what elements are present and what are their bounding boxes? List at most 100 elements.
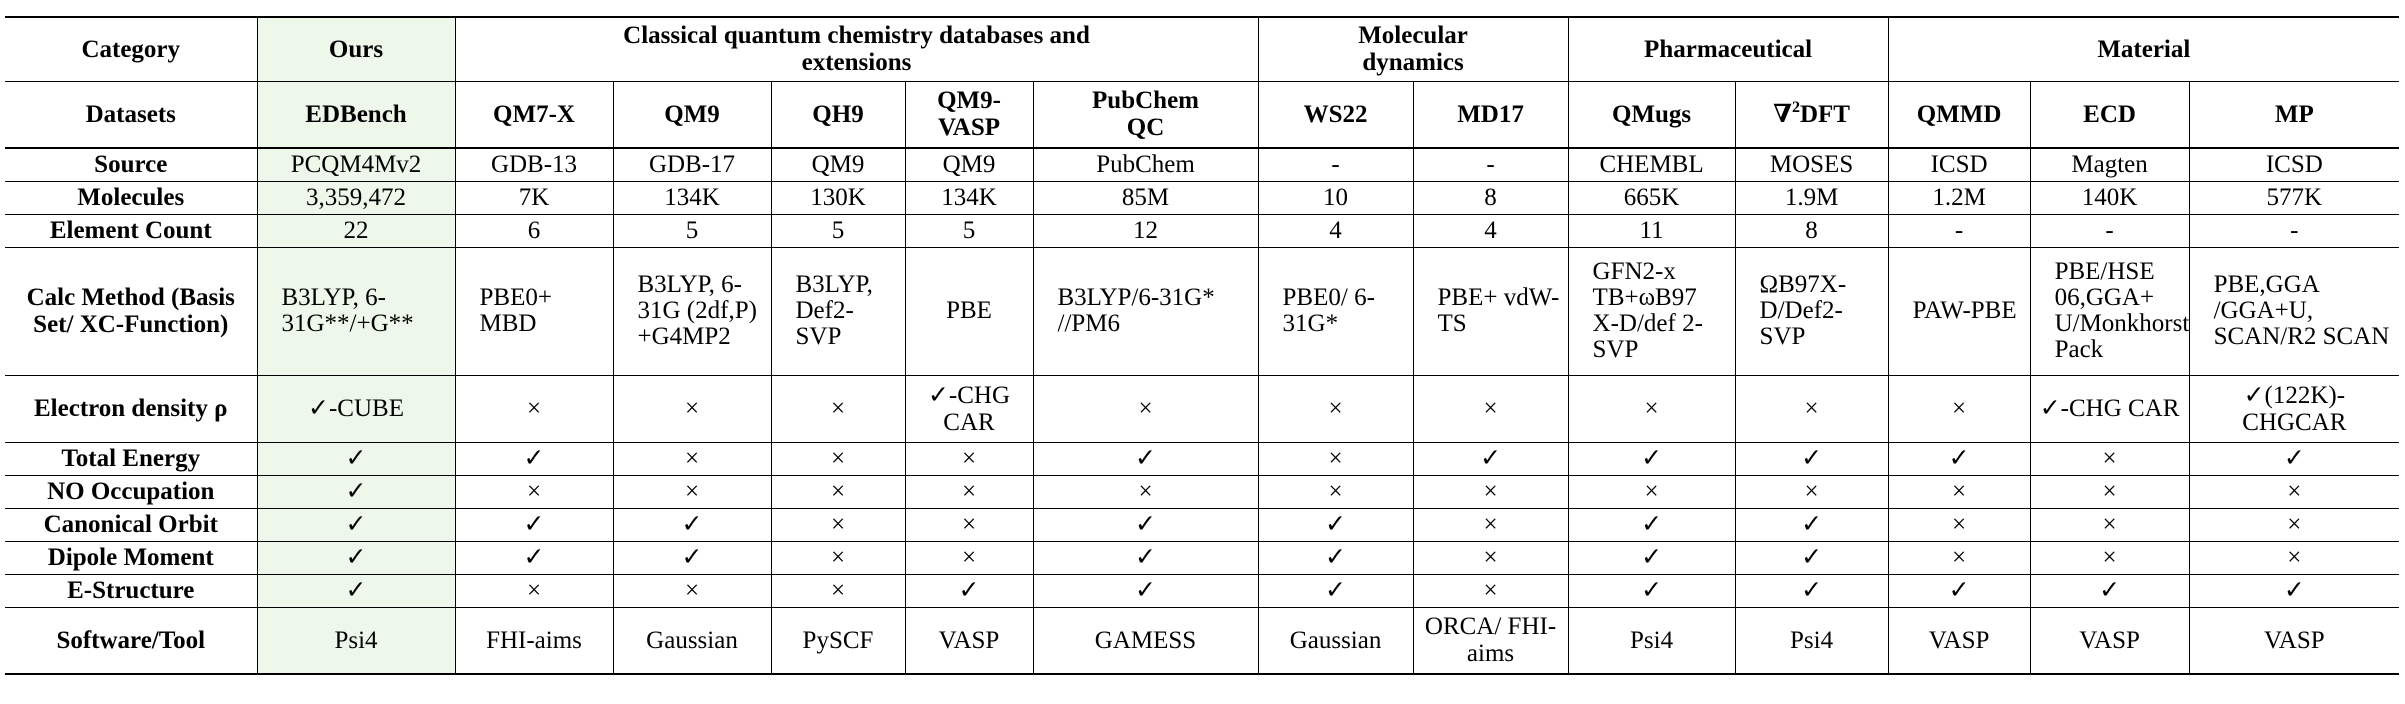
table-cell: ✓ — [1567, 441, 1736, 476]
table-cell: 1.9M — [1734, 180, 1889, 215]
table-cell: × — [1032, 474, 1259, 509]
group-header-row: Category Ours Classical quantum chemistr… — [5, 16, 2400, 82]
table-cell: 134K — [612, 180, 772, 215]
table-cell: ✓ — [1032, 441, 1259, 476]
table-cell: × — [770, 474, 906, 509]
dataset-name: QM9 — [612, 80, 772, 149]
dataset-name: EDBench — [256, 80, 456, 149]
table-cell: ✓ — [1412, 441, 1569, 476]
table-cell: × — [1257, 374, 1414, 443]
table-cell: × — [1567, 374, 1736, 443]
table-cell: × — [1412, 507, 1569, 542]
table-cell: ✓ — [1734, 573, 1889, 608]
table-cell: × — [1734, 474, 1889, 509]
table-cell: PBE+ vdW-TS — [1412, 246, 1569, 376]
table-cell: B3LYP, 6-31G**/+G** — [256, 246, 456, 376]
table-cell: VASP — [2029, 606, 2190, 675]
table-cell: 130K — [770, 180, 906, 215]
table-cell: Gaussian — [1257, 606, 1414, 675]
dataset-name: QM9-VASP — [904, 80, 1034, 149]
row-label: Dipole Moment — [5, 540, 258, 575]
table-cell: × — [1734, 374, 1889, 443]
table-cell: 8 — [1412, 180, 1569, 215]
total-energy-row: Total Energy ✓ ✓ × × × ✓ × ✓ ✓ ✓ ✓ × ✓ — [5, 441, 2400, 476]
table-cell: × — [2188, 540, 2400, 575]
table-cell: × — [2188, 474, 2400, 509]
material-group-header: Material — [1887, 16, 2400, 82]
table-cell: × — [904, 507, 1034, 542]
table-cell: ✓ — [2188, 441, 2400, 476]
table-cell: ✓ — [2188, 573, 2400, 608]
dataset-name: QM7-X — [454, 80, 614, 149]
table-cell: × — [612, 474, 772, 509]
molecules-row: Molecules 3,359,472 7K 134K 130K 134K 85M 10 8 66… — [5, 180, 2400, 215]
table-cell: 5 — [612, 213, 772, 248]
table-cell: VASP — [2188, 606, 2400, 675]
table-cell: ✓-CUBE — [256, 374, 456, 443]
table-cell: ✓ — [1734, 540, 1889, 575]
dataset-name: MD17 — [1412, 80, 1569, 149]
table-cell: 7K — [454, 180, 614, 215]
table-cell: ICSD — [1887, 147, 2031, 182]
table-cell: ✓ — [256, 540, 456, 575]
ours-group-header: Ours — [256, 16, 456, 82]
datasets-header-row: Datasets EDBench QM7-X QM9 QH9 QM9-VASP … — [5, 80, 2400, 149]
software-tool-row: Software/Tool Psi4 FHI-aims Gaussian PySCF VA… — [5, 606, 2400, 675]
table-cell: ✓ — [454, 507, 614, 542]
dataset-name: QH9 — [770, 80, 906, 149]
table-cell: FHI-aims — [454, 606, 614, 675]
table-cell: ✓ — [1257, 573, 1414, 608]
table-cell: × — [1887, 540, 2031, 575]
table-cell: × — [612, 374, 772, 443]
table-cell: × — [612, 441, 772, 476]
table-cell: × — [770, 507, 906, 542]
table-cell: ✓ — [256, 441, 456, 476]
table-cell: ✓ — [612, 507, 772, 542]
table-cell: ✓ — [612, 540, 772, 575]
table-cell: 577K — [2188, 180, 2400, 215]
calc-method-row: Calc Method (Basis Set/ XC-Function) B3LY… — [5, 246, 2400, 376]
table-cell: - — [2029, 213, 2190, 248]
table-cell: GFN2-x TB+ωB97 X-D/def 2-SVP — [1567, 246, 1736, 376]
dataset-name: WS22 — [1257, 80, 1414, 149]
table-cell: × — [1032, 374, 1259, 443]
table-cell: 22 — [256, 213, 456, 248]
nabla-squared-symbol: ∇2 — [1773, 98, 1800, 128]
table-cell: ✓ — [256, 573, 456, 608]
table-cell: ✓(122K)-CHGCAR — [2188, 374, 2400, 443]
pharmaceutical-group-header: Pharmaceutical — [1567, 16, 1889, 82]
row-label: NO Occupation — [5, 474, 258, 509]
table-cell: QM9 — [770, 147, 906, 182]
table-cell: 11 — [1567, 213, 1736, 248]
table-body: Source PCQM4Mv2 GDB-13 GDB-17 QM9 QM9 PubChem -… — [5, 147, 2400, 675]
table-cell: × — [1887, 374, 2031, 443]
table-cell: ✓ — [1734, 441, 1889, 476]
table-cell: × — [770, 540, 906, 575]
table-cell: ✓ — [2029, 573, 2190, 608]
table-cell: × — [2029, 474, 2190, 509]
table-cell: - — [1887, 213, 2031, 248]
table-cell: × — [454, 573, 614, 608]
table-cell: 5 — [770, 213, 906, 248]
electron-density-row: Electron density ρ ✓-CUBE × × × ✓-CHG CAR × × × ×… — [5, 374, 2400, 443]
dataset-name: QMMD — [1887, 80, 2031, 149]
row-label: Canonical Orbit — [5, 507, 258, 542]
table-cell: ✓ — [1032, 540, 1259, 575]
table-cell: 8 — [1734, 213, 1889, 248]
table-cell: × — [1567, 474, 1736, 509]
table-cell: VASP — [904, 606, 1034, 675]
table-cell: × — [904, 540, 1034, 575]
classical-group-header: Classical quantum chemistry databases an… — [454, 16, 1259, 82]
table-cell: × — [2029, 441, 2190, 476]
table-cell: 12 — [1032, 213, 1259, 248]
dataset-name: MP — [2188, 80, 2400, 149]
table-cell: × — [612, 573, 772, 608]
element-count-row: Element Count 22 6 5 5 5 12 4 4 11 8- - - — [5, 213, 2400, 248]
table-cell: PBE — [904, 246, 1034, 376]
dataset-name: QMugs — [1567, 80, 1736, 149]
table-cell: × — [1412, 540, 1569, 575]
table-cell: B3LYP, 6-31G (2df,P) +G4MP2 — [612, 246, 772, 376]
table-cell: ✓ — [1257, 540, 1414, 575]
table-cell: × — [770, 573, 906, 608]
dataset-name: ∇2DFT — [1734, 80, 1889, 149]
